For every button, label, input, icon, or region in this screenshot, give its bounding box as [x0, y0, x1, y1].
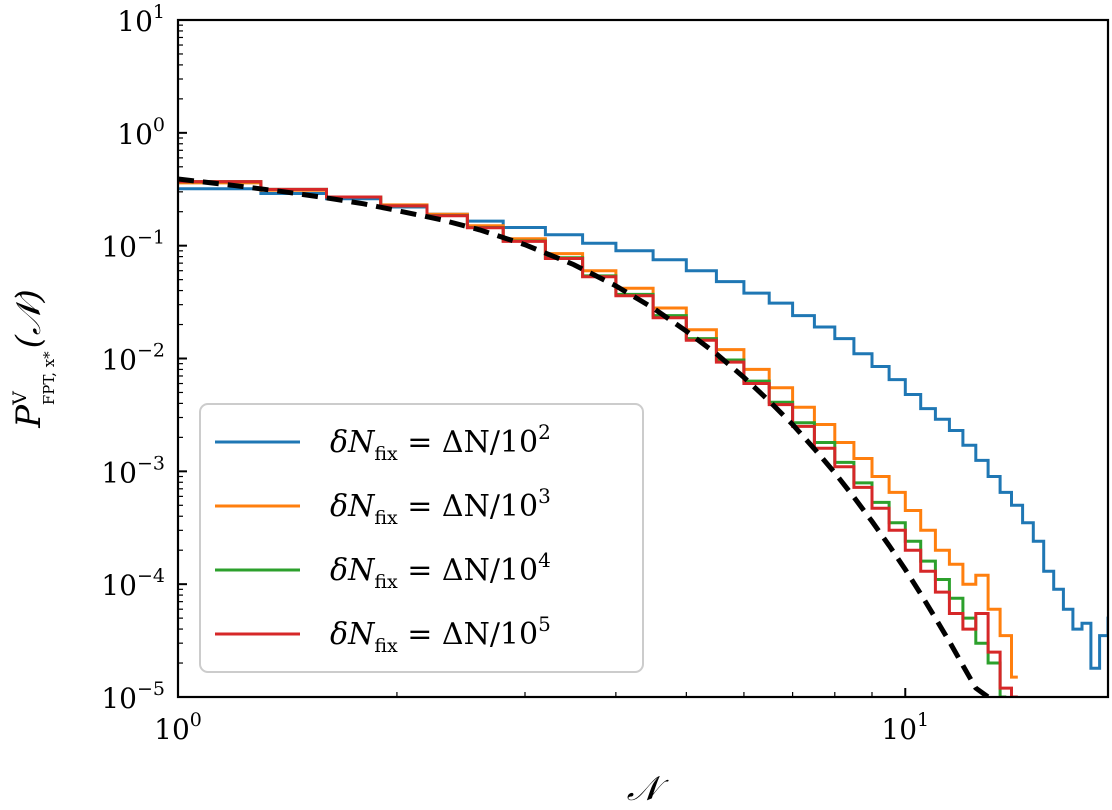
y-tick-label: 100	[117, 114, 165, 151]
legend-box	[199, 403, 644, 673]
legend-label: δNfix = ΔN/104	[330, 548, 551, 593]
x-tick-label: 100	[154, 709, 202, 746]
legend-label: δNfix = ΔN/105	[330, 612, 551, 657]
series-line-4	[178, 176, 990, 697]
y-tick-label: 10−2	[101, 340, 165, 377]
x-tick-label: 101	[881, 709, 929, 746]
y-tick-label: 10−4	[101, 565, 165, 602]
series-line-0	[178, 187, 1108, 670]
series-layer	[178, 176, 1108, 697]
legend: δNfix = ΔN/102 δNfix = ΔN/103 δNfix = ΔN/1…	[199, 403, 644, 673]
legend-label: δNfix = ΔN/102	[330, 420, 551, 465]
y-tick-label: 10−5	[101, 678, 165, 715]
y-tick-label: 10−1	[101, 227, 165, 264]
x-axis-label: 𝒩	[627, 769, 670, 809]
legend-label: δNfix = ΔN/103	[330, 484, 551, 529]
ticks-layer	[177, 19, 907, 698]
y-axis-label: PV FPT, x*(𝒩)	[9, 289, 58, 429]
y-tick-label: 101	[117, 1, 165, 38]
y-tick-label: 10−3	[101, 452, 165, 489]
series-line-3	[178, 180, 1018, 697]
